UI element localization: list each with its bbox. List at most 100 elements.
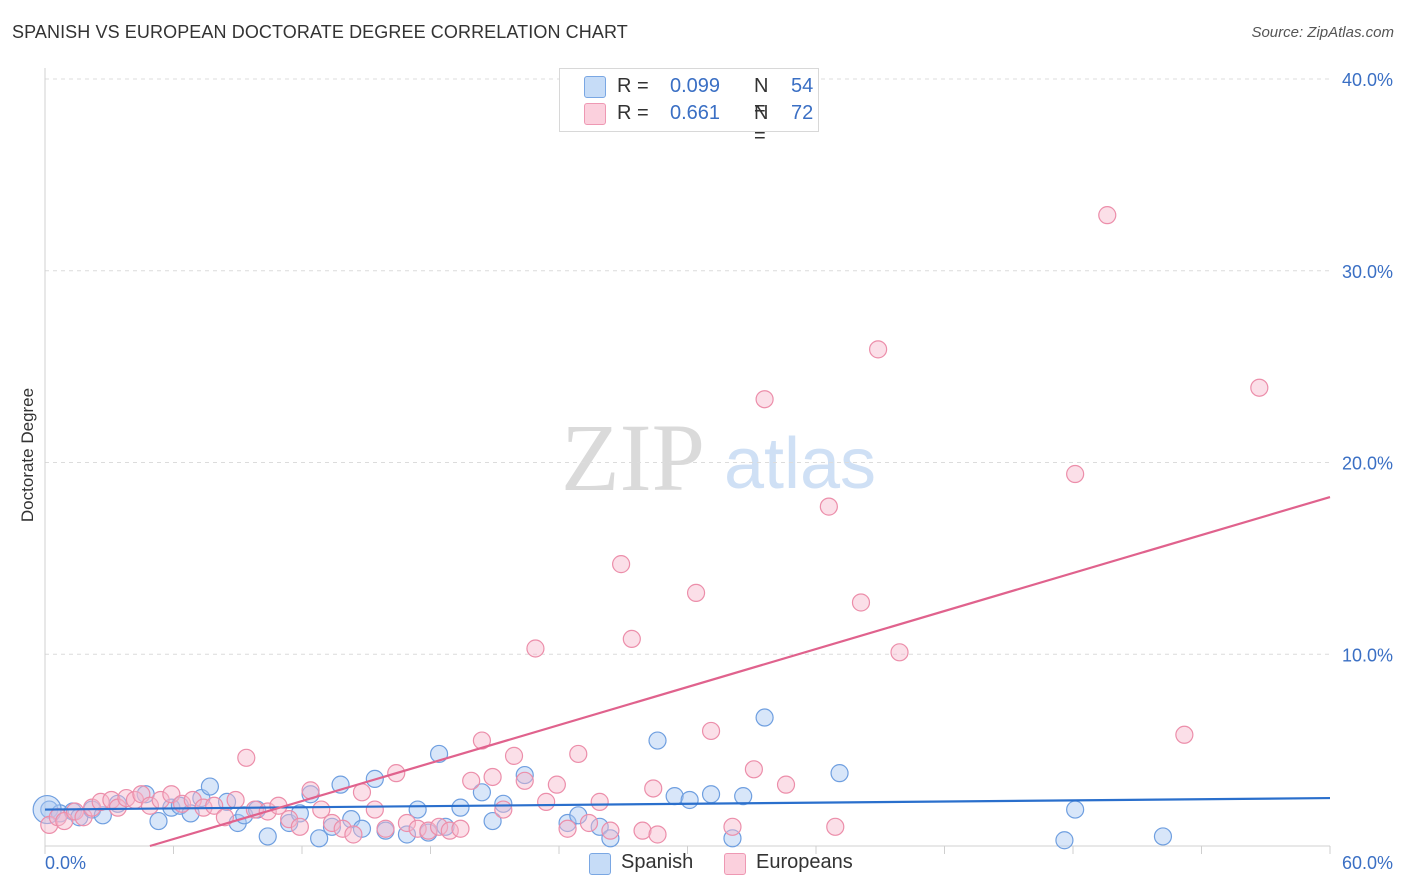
europeans-point-53[interactable] (579, 813, 599, 833)
europeans-point-33[interactable] (365, 800, 384, 819)
europeans-point-45[interactable] (494, 800, 513, 819)
spanish-point-34[interactable] (451, 798, 470, 817)
europeans-point-55[interactable] (601, 821, 620, 840)
europeans-point-54[interactable] (590, 792, 609, 811)
r-value: 0.099 (669, 75, 721, 97)
spanish-point-35[interactable] (472, 783, 491, 802)
europeans-point-57[interactable] (622, 629, 641, 649)
europeans-point-71[interactable] (890, 643, 909, 662)
spanish-point-13[interactable] (200, 777, 220, 796)
europeans-point-28[interactable] (312, 800, 331, 819)
source-label: Source: ZipAtlas.com (1251, 24, 1394, 41)
europeans-point-74[interactable] (1175, 725, 1194, 744)
spanish-point-38[interactable] (515, 765, 534, 785)
spanish-point-49[interactable] (755, 708, 774, 727)
europeans-point-49[interactable] (537, 792, 556, 811)
y-tick-label-3: 40.0% (1342, 70, 1393, 90)
europeans-point-51[interactable] (558, 819, 577, 838)
spanish-point-53[interactable] (1153, 827, 1173, 846)
europeans-legend-swatch (724, 853, 746, 875)
spanish-point-43[interactable] (648, 731, 667, 750)
europeans-point-38[interactable] (419, 821, 438, 840)
x-tick-label-min: 0.0% (45, 853, 86, 873)
spanish-legend-swatch (589, 853, 611, 875)
europeans-point-69[interactable] (851, 593, 871, 612)
watermark-zip: ZIP (561, 404, 705, 511)
europeans-point-63[interactable] (723, 817, 742, 836)
spanish-point-20[interactable] (290, 804, 309, 823)
r-label: R = (617, 75, 649, 97)
europeans-point-41[interactable] (451, 819, 470, 838)
spanish-point-52[interactable] (1066, 800, 1085, 819)
europeans-point-18[interactable] (205, 796, 224, 815)
europeans-point-43[interactable] (472, 731, 491, 750)
y-tick-label-1: 20.0% (1342, 454, 1393, 474)
europeans-point-42[interactable] (462, 771, 481, 790)
europeans-point-20[interactable] (226, 790, 245, 810)
europeans-point-44[interactable] (483, 767, 502, 787)
europeans-point-68[interactable] (826, 817, 845, 836)
chart-title: SPANISH VS EUROPEAN DOCTORATE DEGREE COR… (12, 22, 628, 42)
europeans-point-39[interactable] (429, 817, 449, 836)
europeans-point-70[interactable] (869, 340, 888, 359)
r-value: 0.661 (669, 102, 721, 124)
europeans-point-21[interactable] (237, 748, 256, 767)
europeans-point-34[interactable] (376, 819, 395, 838)
europeans-legend-label: Europeans (756, 851, 853, 873)
watermark-atlas: atlas (724, 424, 876, 504)
europeans-point-62[interactable] (701, 721, 721, 741)
europeans-point-64[interactable] (744, 760, 763, 779)
spanish-point-21[interactable] (301, 785, 320, 804)
europeans-point-46[interactable] (504, 746, 524, 765)
europeans-point-47[interactable] (515, 771, 534, 790)
europeans-point-30[interactable] (333, 819, 352, 838)
spanish-point-36[interactable] (483, 811, 502, 831)
spanish-point-41[interactable] (590, 817, 609, 836)
europeans-point-60[interactable] (648, 825, 667, 844)
spanish-swatch (584, 76, 606, 98)
spanish-point-44[interactable] (665, 787, 684, 806)
europeans-point-65[interactable] (755, 390, 774, 409)
spanish-point-51[interactable] (1055, 831, 1074, 850)
europeans-point-36[interactable] (397, 813, 417, 833)
spanish-point-50[interactable] (830, 764, 849, 783)
europeans-point-72[interactable] (1066, 464, 1085, 484)
europeans-point-29[interactable] (322, 813, 342, 833)
spanish-point-48[interactable] (734, 787, 753, 806)
spanish-point-45[interactable] (680, 790, 699, 810)
europeans-point-67[interactable] (819, 497, 838, 516)
spanish-point-46[interactable] (701, 785, 721, 804)
europeans-point-32[interactable] (352, 783, 372, 802)
n-value: 54 (791, 75, 814, 97)
europeans-point-52[interactable] (569, 744, 588, 764)
spanish-point-42[interactable] (601, 829, 620, 848)
europeans-point-31[interactable] (344, 825, 363, 844)
y-tick-label-2: 30.0% (1342, 262, 1393, 282)
watermark: ZIP atlas (561, 404, 876, 511)
europeans-point-61[interactable] (686, 583, 706, 602)
europeans-point-59[interactable] (644, 779, 663, 798)
europeans-point-75[interactable] (1250, 378, 1269, 397)
x-tick-label-max: 60.0% (1342, 853, 1393, 873)
europeans-point-50[interactable] (547, 775, 566, 794)
n-value: 72 (791, 102, 814, 124)
n-label: N = (754, 102, 769, 147)
europeans-point-73[interactable] (1098, 206, 1117, 225)
europeans-point-26[interactable] (290, 817, 309, 836)
spanish-point-37[interactable] (494, 794, 513, 813)
spanish-trend-line (44, 796, 1331, 811)
europeans-point-58[interactable] (633, 821, 652, 840)
europeans-point-48[interactable] (526, 639, 545, 658)
spanish-point-18[interactable] (258, 827, 277, 846)
europeans-point-66[interactable] (776, 775, 796, 794)
spanish-point-8[interactable] (149, 811, 168, 831)
europeans-trend-line (149, 495, 1331, 848)
europeans-swatch (584, 103, 606, 125)
europeans-point-12[interactable] (140, 796, 160, 815)
spanish-point-22[interactable] (310, 829, 329, 848)
stats-legend: R = 0.099 N = 54 R = 0.661 N = 72 (559, 68, 819, 147)
europeans-point-56[interactable] (612, 555, 631, 574)
r-label: R = (617, 102, 649, 124)
n-label: N = (754, 75, 769, 120)
